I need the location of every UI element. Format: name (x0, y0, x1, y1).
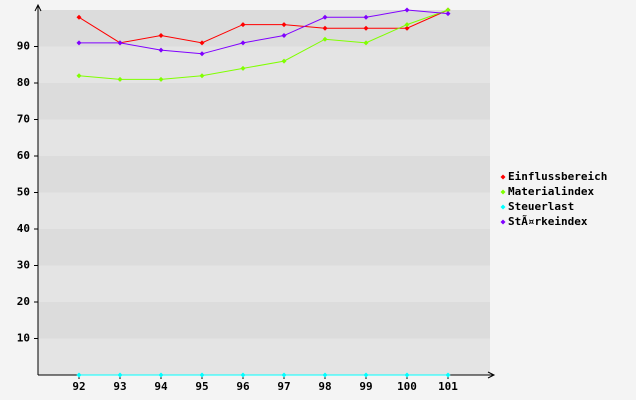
point (404, 22, 410, 28)
point (322, 25, 328, 31)
point (281, 372, 287, 378)
point (322, 36, 328, 42)
grid-band (38, 302, 490, 339)
x-tick-label: 98 (318, 380, 331, 393)
y-axis-arrow (34, 3, 42, 12)
point (363, 25, 369, 31)
grid-band (38, 83, 490, 120)
x-tick-label: 97 (277, 380, 290, 393)
point (404, 7, 410, 13)
point (199, 73, 205, 79)
point (322, 372, 328, 378)
point (404, 25, 410, 31)
point (445, 372, 451, 378)
point (240, 22, 246, 28)
line (78, 9, 449, 80)
y-tick-label: 60 (17, 149, 30, 162)
point (363, 372, 369, 378)
y-tick-label: 50 (17, 186, 30, 199)
legend-label: Einflussbereich (508, 170, 607, 183)
y-tick-label: 20 (17, 295, 30, 308)
grid-band (38, 156, 490, 193)
x-tick-label: 92 (72, 380, 85, 393)
point (363, 40, 369, 46)
point (76, 372, 82, 378)
x-tick-label: 99 (359, 380, 372, 393)
point (322, 14, 328, 20)
x-tick-label: 95 (195, 380, 208, 393)
y-tick-label: 80 (17, 76, 30, 89)
point (199, 372, 205, 378)
y-tick-label: 10 (17, 332, 30, 345)
legend-label: Materialindex (508, 185, 594, 198)
point (158, 372, 164, 378)
point (404, 372, 410, 378)
grid-band (38, 229, 490, 266)
point (445, 11, 451, 17)
point (363, 14, 369, 20)
point (199, 51, 205, 57)
x-axis-arrow (487, 371, 496, 379)
line (79, 9, 449, 55)
point (117, 76, 123, 82)
y-tick-label: 70 (17, 113, 30, 126)
point (445, 7, 451, 13)
point (158, 76, 164, 82)
point (158, 47, 164, 53)
point (158, 33, 164, 39)
x-tick-label: 94 (154, 380, 168, 393)
legend-marker (500, 189, 506, 195)
legend-marker (500, 174, 506, 180)
legend-label: StÃ¤rkeindex (508, 215, 588, 228)
point (76, 14, 82, 20)
legend-marker (500, 219, 506, 225)
point (199, 40, 205, 46)
point (281, 33, 287, 39)
x-tick-label: 93 (113, 380, 126, 393)
x-tick-label: 96 (236, 380, 250, 393)
point (117, 40, 123, 46)
grid-band (38, 10, 490, 47)
legend-marker (500, 204, 506, 210)
point (281, 58, 287, 64)
x-tick-label: 101 (438, 380, 458, 393)
point (240, 372, 246, 378)
point (76, 40, 82, 46)
y-tick-label: 90 (17, 40, 30, 53)
y-tick-label: 40 (17, 222, 30, 235)
point (240, 40, 246, 46)
plot-area (38, 10, 490, 375)
x-tick-label: 100 (397, 380, 417, 393)
point (76, 73, 82, 79)
y-tick-label: 30 (17, 259, 30, 272)
line (78, 9, 449, 44)
point (240, 65, 246, 71)
point (117, 372, 123, 378)
point (281, 22, 287, 28)
legend-label: Steuerlast (508, 200, 574, 213)
